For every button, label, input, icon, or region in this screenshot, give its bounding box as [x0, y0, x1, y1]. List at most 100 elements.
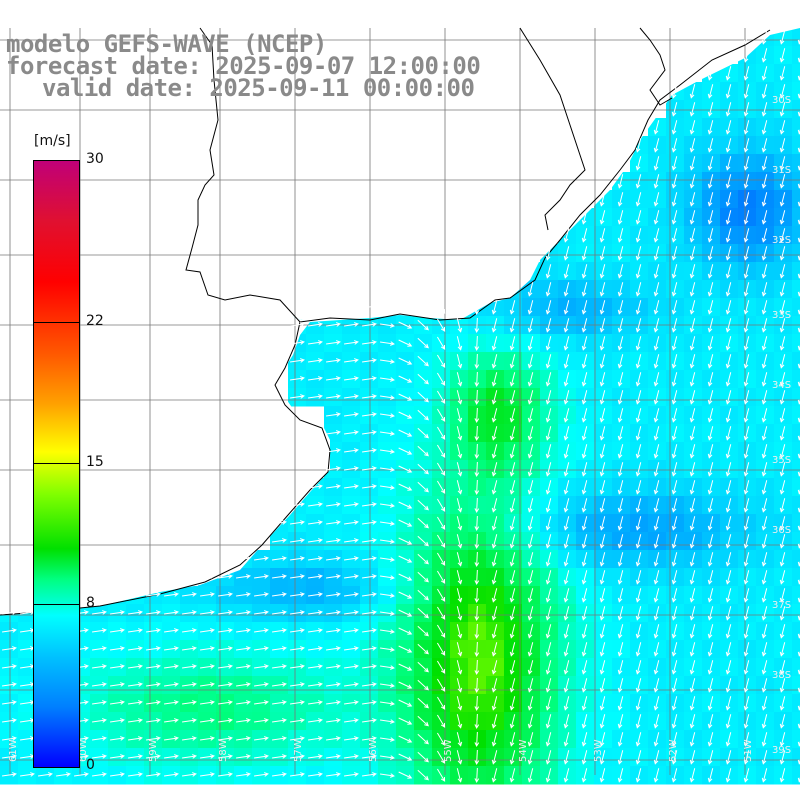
wind-arrow [272, 700, 287, 705]
wind-arrow [779, 228, 786, 243]
wind-arrow [617, 462, 624, 477]
wind-arrow [509, 300, 516, 315]
wind-arrow [725, 282, 732, 297]
wind-arrow [308, 304, 323, 309]
wind-arrow [689, 192, 696, 207]
wind-arrow [743, 768, 750, 783]
wind-arrow [290, 664, 305, 669]
wind-arrow [581, 660, 588, 675]
wind-arrow [635, 372, 642, 387]
wind-arrow [545, 408, 552, 423]
wind-arrow [581, 300, 588, 315]
wind-arrow [671, 498, 678, 513]
wind-arrow [707, 228, 714, 243]
wind-arrow [398, 771, 413, 779]
wind-arrow [110, 682, 125, 687]
wind-arrow [635, 732, 642, 747]
wind-arrow [599, 480, 606, 495]
wind-arrow [509, 408, 516, 423]
wind-arrow [474, 335, 480, 352]
wind-arrow [326, 484, 341, 489]
wind-arrow [436, 318, 446, 332]
wind-arrow [474, 299, 480, 316]
wind-arrow [743, 606, 750, 621]
wind-arrow [398, 321, 413, 329]
wind-arrow [456, 606, 463, 621]
wind-speed-cell [792, 442, 800, 461]
wind-arrow [509, 642, 516, 657]
wind-arrow [671, 462, 678, 477]
wind-arrow [743, 678, 750, 693]
wind-arrow [617, 318, 624, 333]
wind-arrow [236, 718, 251, 723]
wind-arrow [599, 372, 606, 387]
wind-arrow [254, 700, 269, 705]
wind-arrow [527, 372, 534, 387]
wind-arrow [326, 448, 341, 453]
wind-arrow [509, 336, 516, 351]
wind-arrow [128, 628, 143, 633]
wind-arrow [491, 606, 498, 621]
wind-arrow [599, 462, 606, 477]
wind-arrow [491, 426, 498, 441]
wind-arrow [671, 120, 678, 135]
wind-arrow [653, 588, 660, 603]
wind-arrow [456, 480, 463, 495]
wind-arrow [92, 610, 107, 615]
longitude-label: 60W [78, 739, 89, 762]
land-area [0, 0, 800, 615]
wind-arrow [474, 623, 480, 640]
wind-arrow [200, 592, 215, 597]
wind-arrow [743, 480, 750, 495]
wind-arrow [398, 339, 413, 347]
wind-arrow [491, 498, 498, 513]
wind-arrow [200, 772, 215, 777]
wind-arrow [725, 642, 732, 657]
wind-arrow [254, 754, 269, 759]
wind-arrow [761, 570, 768, 585]
wind-arrow [146, 646, 161, 651]
wind-arrow [254, 574, 269, 579]
wind-arrow [218, 772, 233, 777]
wind-arrow [779, 282, 786, 297]
wind-arrow [671, 156, 678, 171]
wind-arrow [362, 592, 377, 597]
wind-arrow [272, 592, 287, 597]
wind-arrow [689, 318, 696, 333]
wind-arrow [689, 84, 696, 99]
wind-arrow [164, 736, 179, 741]
wind-arrow [743, 300, 750, 315]
wind-arrow [599, 714, 606, 729]
wind-speed-cell [792, 550, 800, 569]
wind-arrow [398, 591, 413, 599]
wind-arrow [128, 736, 143, 741]
wind-arrow [456, 408, 463, 423]
wind-arrow [344, 394, 359, 399]
wind-arrow [599, 390, 606, 405]
wind-arrow [743, 642, 750, 657]
wind-arrow [653, 282, 660, 297]
wind-speed-cell [792, 208, 800, 227]
wind-arrow [2, 772, 17, 777]
wind-arrow [635, 768, 642, 783]
wind-arrow [417, 445, 429, 457]
wind-arrow [254, 736, 269, 741]
wind-arrow [761, 264, 768, 279]
wind-arrow [779, 426, 786, 441]
wind-arrow [743, 750, 750, 765]
wind-arrow [707, 354, 714, 369]
wind-arrow [599, 552, 606, 567]
wind-arrow [563, 606, 570, 621]
wind-arrow [581, 516, 588, 531]
wind-arrow [182, 754, 197, 759]
wind-arrow [344, 754, 359, 759]
wind-arrow [725, 174, 732, 189]
wind-arrow [563, 534, 570, 549]
wind-arrow [635, 750, 642, 765]
wind-arrow [599, 192, 606, 207]
colorbar-tick-line [34, 321, 80, 323]
wind-arrow [491, 588, 498, 603]
wind-arrow [635, 282, 642, 297]
wind-arrow [563, 426, 570, 441]
wind-arrow [417, 391, 429, 403]
